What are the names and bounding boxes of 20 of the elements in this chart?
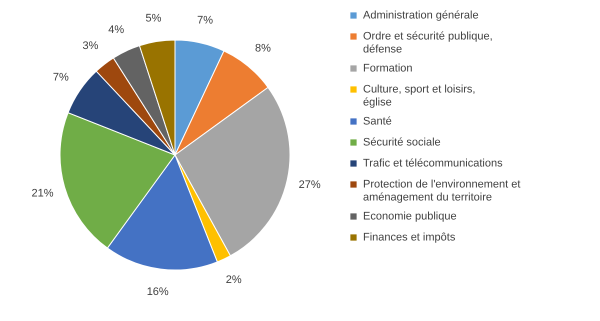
data-label: 7% — [52, 71, 70, 84]
data-label: 16% — [146, 286, 169, 298]
legend-label: Economie publique — [363, 210, 457, 222]
data-label: 5% — [145, 12, 162, 25]
legend-label: Trafic et télécommunications — [363, 158, 504, 170]
data-label: 21% — [31, 188, 54, 200]
data-label: 2% — [226, 274, 242, 286]
legend-label: Formation — [363, 62, 413, 74]
data-label: 8% — [255, 42, 272, 55]
data-label: 4% — [108, 24, 124, 36]
legend-label: Protection de l'environnement et aménagement du territoire — [363, 178, 520, 204]
legend-label: Sécurité sociale — [363, 136, 441, 148]
legend-label: Administration générale — [363, 10, 479, 22]
legend-label: Culture, sport et loisirs, église — [363, 84, 476, 108]
legend-label: Ordre et sécurité publique, défense — [363, 30, 493, 56]
data-label: 27% — [298, 179, 321, 192]
data-label: 3% — [82, 40, 99, 52]
legend-label: Santé — [363, 116, 392, 128]
legend-label: Finances et impôts — [363, 232, 456, 244]
data-label: 7% — [197, 14, 214, 26]
